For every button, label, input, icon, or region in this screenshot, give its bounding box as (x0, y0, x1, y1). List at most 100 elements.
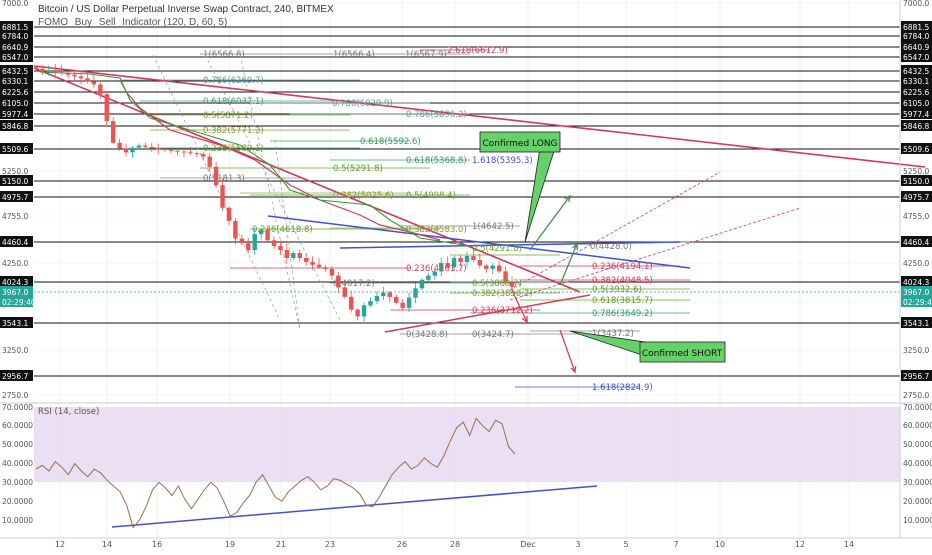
current-price-label: 3967.0 (903, 288, 929, 297)
price-tag-left (0, 370, 33, 381)
time-label: 5 (623, 540, 628, 549)
price-axis[interactable]: 7000.07000.06881.56881.56784.06784.06640… (0, 0, 932, 538)
price-tag (901, 75, 932, 86)
price-label: 5977.4 (903, 110, 929, 119)
fib-label: 0.786(3649.2) (592, 309, 653, 319)
candle-body (123, 148, 129, 153)
candle-body (368, 301, 373, 306)
fib-label: 0.382(5771.3) (203, 126, 264, 136)
rsi-axis-label: 40.0000 (903, 459, 932, 468)
fib-label: 0.618(3815.7) (592, 296, 653, 306)
indicator-list: FOMO Buy Sell Indicator (120, D, 60, 5) (38, 17, 231, 28)
rsi-trend-line (111, 485, 598, 528)
major-downtrend-line (33, 65, 926, 168)
candle-body (136, 145, 142, 148)
price-label: 6881.5 (903, 23, 929, 32)
price-label-left: 4024.3 (2, 278, 28, 287)
fib-label: 0.618(6037.1) (203, 97, 264, 107)
price-tag (901, 120, 932, 131)
fib-label: 0.618(5592.6) (360, 137, 421, 147)
short-arrow-2 (559, 329, 576, 373)
price-tag (901, 175, 932, 186)
time-label: 21 (276, 540, 286, 549)
rsi-line (35, 417, 516, 529)
candle-body (342, 287, 347, 297)
candle-body (258, 229, 264, 235)
fib-label: 0.618(5368.8) (406, 156, 467, 166)
price-label: 4024.3 (903, 278, 929, 287)
fib-label: 0.5(4998.4) (406, 191, 456, 201)
fib-label: 0.5(3889.7) (472, 279, 522, 289)
candle-body (130, 147, 135, 153)
fib-label: 0(4428.0) (590, 242, 632, 252)
time-label: 19 (225, 540, 235, 549)
fib-label: 1(6566.8) (203, 50, 245, 60)
price-tag-left (0, 191, 33, 202)
candle-body (168, 149, 174, 151)
fib-dash (204, 54, 341, 321)
price-label: 6105.0 (903, 99, 929, 108)
price-label-left: 4755.0 (2, 212, 28, 221)
candle-body (271, 240, 277, 247)
candle-body (162, 148, 167, 150)
time-label: 14 (102, 540, 112, 549)
price-tag-left (0, 65, 33, 76)
indicator-custom[interactable]: Indicator (120, D, 60, 5) (122, 17, 228, 28)
short-arrow-1-head (521, 315, 528, 324)
indicator-buy[interactable]: Buy (74, 17, 93, 28)
price-label-left: 3543.1 (2, 319, 28, 328)
rsi-axis-label: 50.0000 (903, 440, 932, 449)
current-tag-left (0, 296, 33, 307)
indicator-sell[interactable]: Sell (98, 17, 116, 28)
price-label: 5509.6 (903, 145, 929, 154)
candle-body (291, 253, 296, 259)
candle-body (323, 267, 328, 269)
price-tag-left (0, 317, 33, 328)
price-label: 3250.0 (903, 346, 929, 355)
price-label: 5250.0 (903, 167, 929, 176)
price-tag (901, 317, 932, 328)
time-label: Dec (520, 540, 535, 549)
candle-body (400, 302, 405, 308)
candle-body (406, 297, 412, 308)
candle-body (239, 238, 245, 244)
price-label-left: 4975.7 (2, 193, 28, 202)
candle-body (233, 220, 238, 239)
candle-body (175, 150, 180, 152)
price-label: 6784.0 (903, 32, 929, 41)
rsi-axis-label: 10.0000 (903, 516, 932, 525)
candle-body (40, 68, 45, 72)
short-callout-text: Confirmed SHORT (642, 349, 723, 359)
rsi-axis-label-left: 60.0000 (2, 421, 33, 430)
long-arrow-1 (529, 195, 571, 251)
indicator-fomo[interactable]: FOMO (38, 17, 68, 28)
price-label-left: 5509.6 (2, 145, 28, 154)
price-tag-left (0, 41, 33, 52)
candle-body (496, 265, 502, 272)
rsi-axis-label: 60.0000 (903, 421, 932, 430)
price-tag-left (0, 276, 33, 287)
price-tag-left (0, 120, 33, 131)
fib-label: 0.382(4583.0) (406, 225, 467, 235)
fib-dash (152, 54, 281, 321)
candle-body (348, 296, 354, 310)
price-label-left: 6105.0 (2, 99, 28, 108)
price-label: 3543.1 (903, 319, 929, 328)
price-tag (901, 51, 932, 62)
blue-neckline (339, 241, 681, 249)
price-tag-left (0, 236, 33, 247)
downtrend-line-2 (33, 67, 581, 293)
candle-body (188, 152, 193, 154)
price-label-left: 6547.0 (2, 53, 28, 62)
price-tag-left (0, 51, 33, 62)
fib-label: 0.5(3932.6) (592, 285, 642, 295)
price-tag (901, 65, 932, 76)
fib-label: 2.618(6612.9) (447, 46, 508, 56)
price-label-left: 7000.0 (2, 0, 28, 8)
candle-body (246, 243, 251, 251)
rsi-indicator: RSI (14, close) (35, 407, 516, 529)
price-label: 5150.0 (903, 177, 929, 186)
time-axis[interactable]: 12 14 16 19 21 23 26 28 Dec 3 5 7 10 12 14 (0, 537, 932, 549)
fib-label: 1(6567.9) (405, 50, 447, 60)
